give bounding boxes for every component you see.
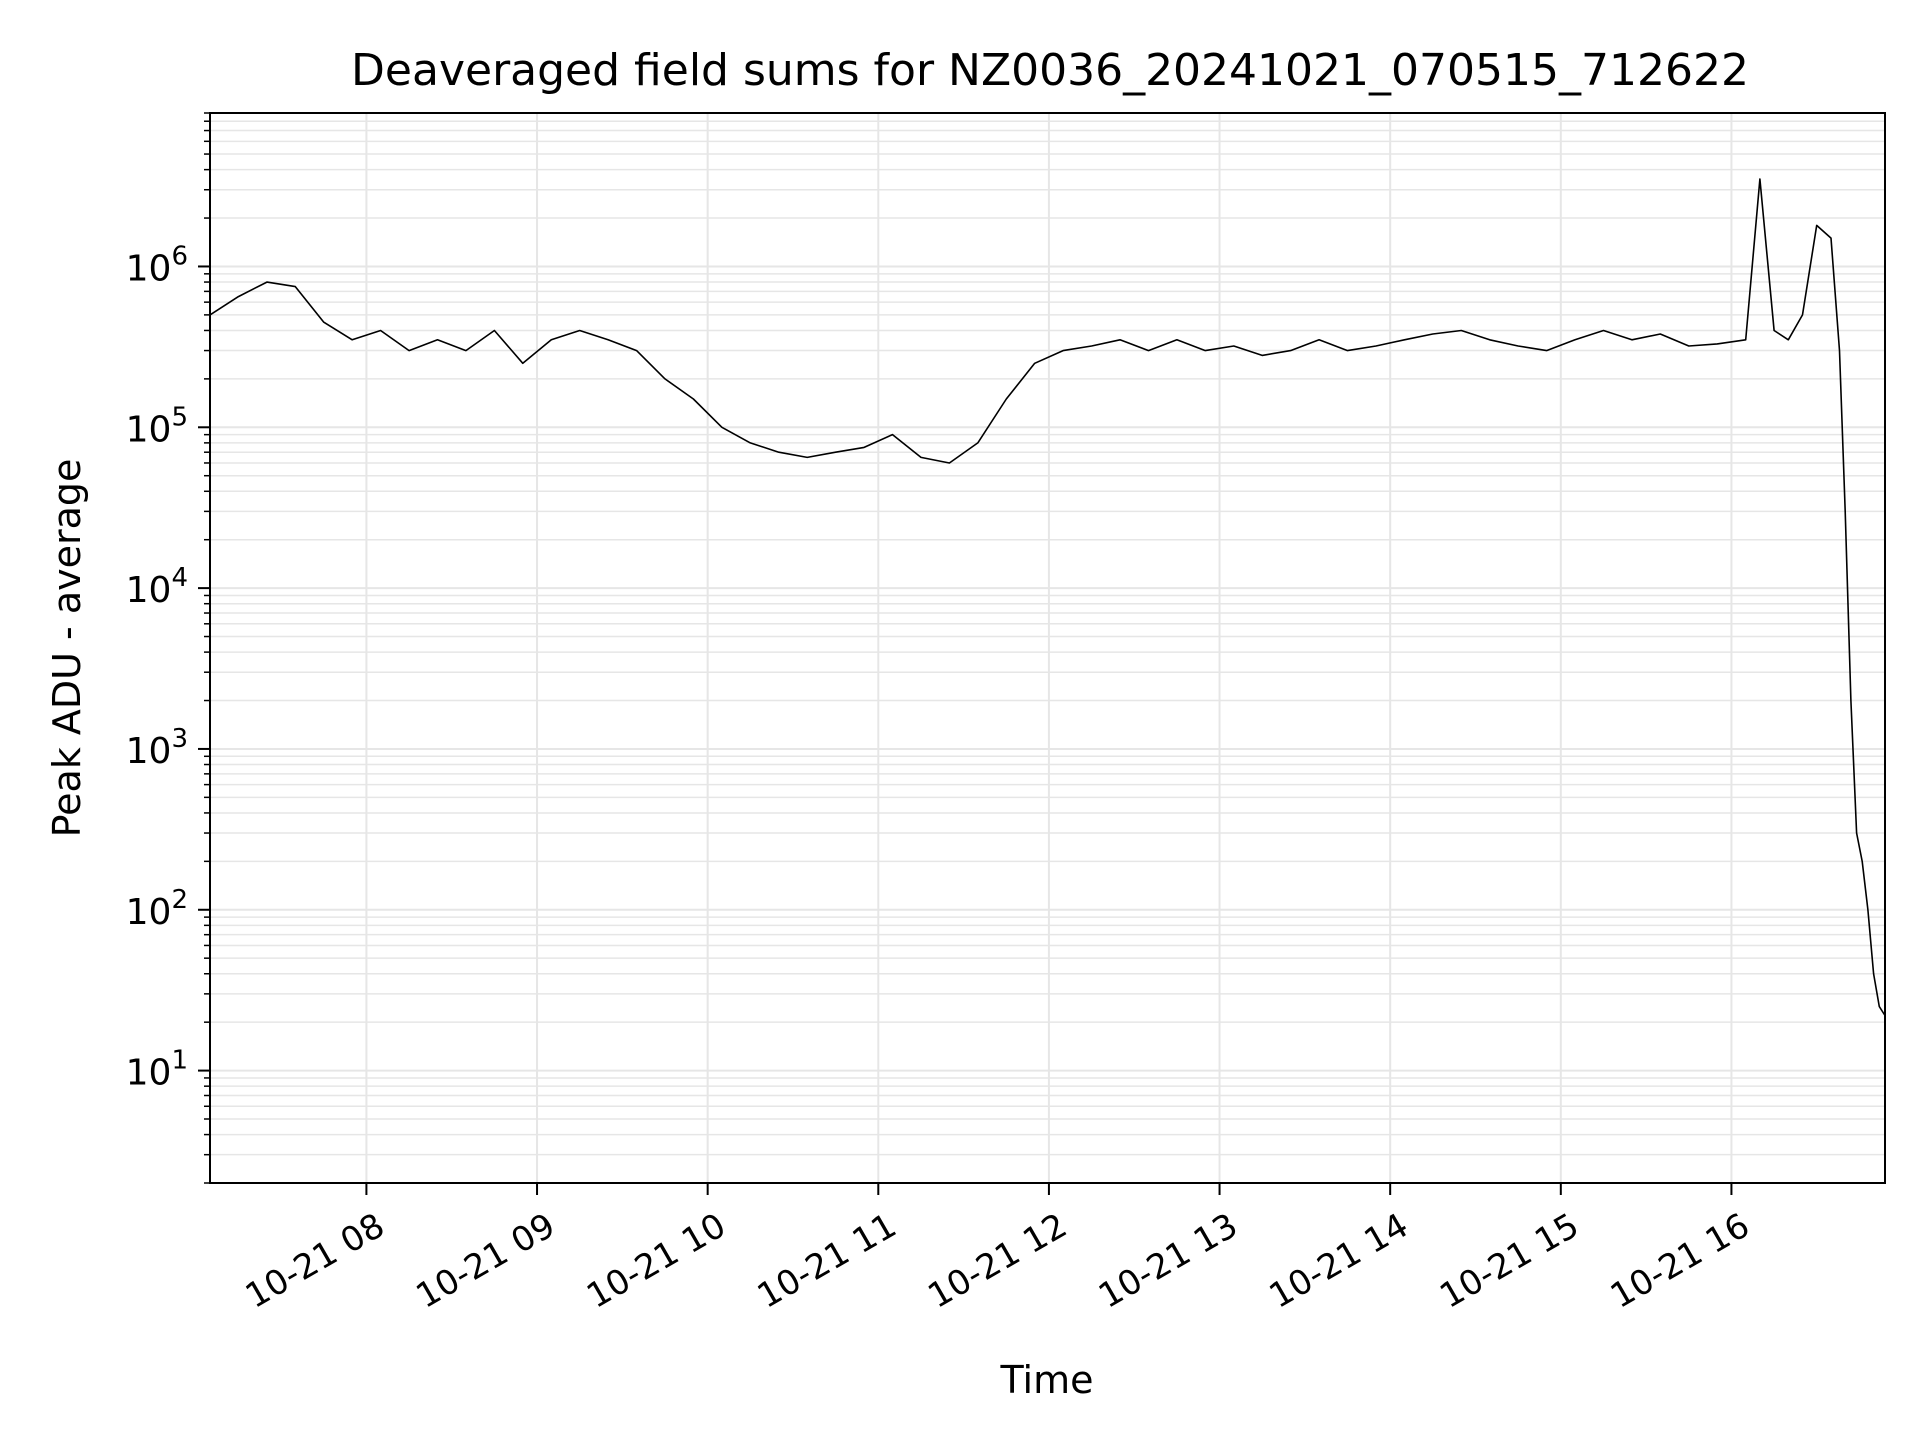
y-axis-ticks: 101 102 103 104 105 106 — [126, 112, 210, 1184]
x-tick-label: 10-21 11 — [751, 1206, 903, 1317]
x-axis-label: Time — [1000, 1358, 1094, 1402]
y-tick-label: 103 — [126, 724, 188, 772]
y-axis-label: Peak ADU - average — [45, 459, 89, 838]
x-tick-label: 10-21 12 — [921, 1206, 1073, 1317]
x-tick-label: 10-21 10 — [580, 1206, 732, 1317]
x-tick-label: 10-21 09 — [410, 1206, 562, 1317]
plot-frame — [209, 112, 1886, 1184]
x-tick-label: 10-21 08 — [239, 1206, 391, 1317]
y-tick-label: 105 — [126, 402, 188, 450]
series-line — [209, 178, 1886, 1016]
x-tick-label: 10-21 16 — [1604, 1206, 1756, 1317]
series-layer — [209, 178, 1886, 1016]
y-tick-label: 106 — [126, 241, 188, 289]
x-tick-label: 10-21 13 — [1092, 1206, 1244, 1317]
grid — [210, 112, 1885, 1184]
y-tick-label: 101 — [126, 1046, 188, 1094]
y-tick-label: 104 — [126, 563, 188, 611]
y-tick-label: 102 — [126, 885, 188, 933]
x-tick-label: 10-21 15 — [1433, 1206, 1585, 1317]
x-axis-ticks: 10-21 08 10-21 09 10-21 10 10-21 11 10-21 12… — [239, 1183, 1756, 1317]
x-tick-label: 10-21 14 — [1263, 1206, 1415, 1317]
chart-title: Deaveraged field sums for NZ0036_2024102… — [351, 45, 1749, 96]
